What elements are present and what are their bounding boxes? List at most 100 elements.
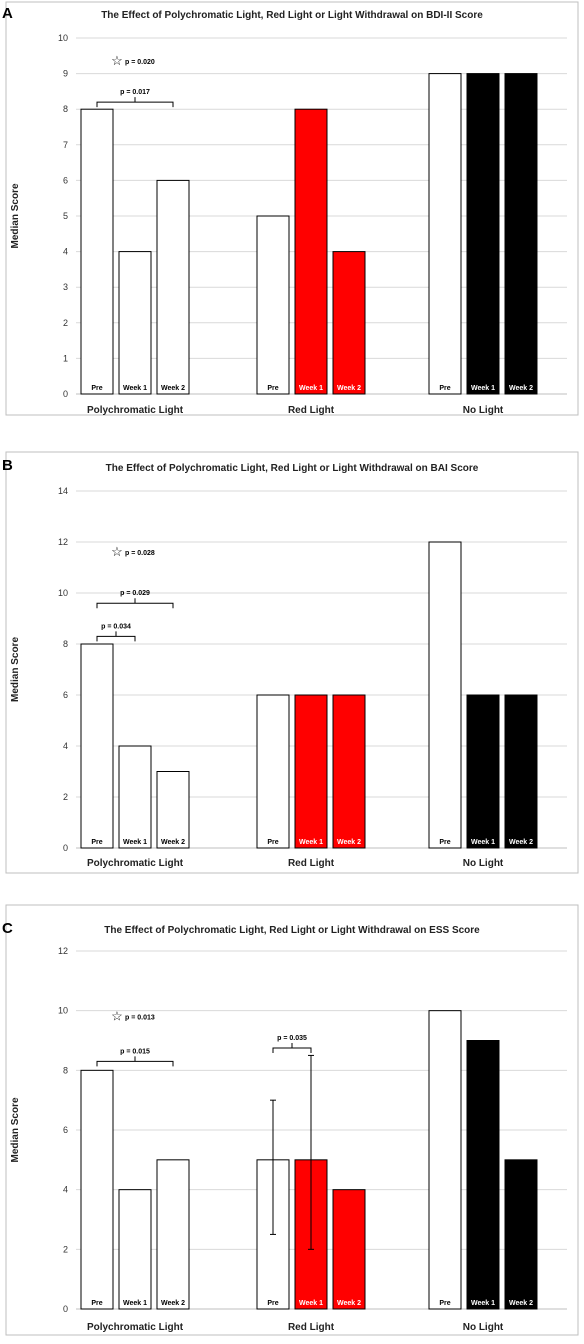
bar [428, 73, 462, 395]
bar-label: Pre [439, 1300, 450, 1307]
bar-label: Week 1 [299, 385, 323, 392]
bar [294, 694, 328, 849]
panel-border [5, 1, 579, 416]
panel-letter: C [2, 920, 13, 937]
bracket-p-value: p = 0.015 [120, 1048, 150, 1055]
y-tick-label: 0 [63, 843, 68, 853]
y-tick-label: 2 [63, 318, 68, 328]
bar [156, 1159, 190, 1310]
group-label: Polychromatic Light [87, 858, 184, 869]
y-tick-label: 4 [63, 1185, 68, 1195]
bar [80, 108, 114, 395]
bar-label: Pre [267, 1300, 278, 1307]
y-tick-label: 0 [63, 389, 68, 399]
y-tick-label: 14 [58, 486, 68, 496]
bar-label: Week 2 [337, 385, 361, 392]
bar [332, 251, 366, 395]
bar-label: Week 2 [509, 385, 533, 392]
bar-label: Pre [439, 385, 450, 392]
y-tick-label: 8 [63, 639, 68, 649]
significance-bracket [96, 598, 174, 609]
y-tick-label: 6 [63, 1125, 68, 1135]
bar-label: Pre [439, 839, 450, 846]
y-tick-label: 6 [63, 690, 68, 700]
y-tick-label: 2 [63, 1244, 68, 1254]
y-tick-label: 12 [58, 946, 68, 956]
star-icon: ☆ [111, 1009, 123, 1024]
bar [466, 694, 500, 849]
bar [332, 694, 366, 849]
group-label: Red Light [288, 1322, 335, 1333]
significance-bracket [272, 1042, 312, 1053]
significance-bracket [96, 1056, 174, 1067]
bar [156, 771, 190, 849]
bracket-p-value: p = 0.034 [101, 623, 131, 630]
bar-label: Week 1 [299, 1300, 323, 1307]
star-icon: ☆ [111, 53, 123, 68]
chart-panel-a: A The Effect of Polychromatic Light, Red … [2, 1, 579, 416]
bar-label: Pre [91, 839, 102, 846]
group-label: Red Light [288, 858, 335, 869]
y-tick-label: 2 [63, 792, 68, 802]
bar-label: Week 2 [161, 385, 185, 392]
panel-letter: A [2, 5, 13, 22]
bar [156, 179, 190, 395]
bracket-p-value: p = 0.035 [277, 1035, 307, 1042]
bar [118, 251, 152, 395]
y-tick-label: 10 [58, 1006, 68, 1016]
significance-bracket [96, 631, 136, 642]
bar-label: Week 2 [509, 1300, 533, 1307]
y-tick-label: 12 [58, 537, 68, 547]
y-axis-label: Median Score [10, 183, 21, 248]
bar [80, 1069, 114, 1310]
bar-label: Pre [91, 385, 102, 392]
y-tick-label: 1 [63, 353, 68, 363]
y-tick-label: 5 [63, 211, 68, 221]
star-p-value: p = 0.013 [125, 1015, 155, 1022]
bar [466, 73, 500, 395]
bar [332, 1189, 366, 1310]
chart-panel-c: C The Effect of Polychromatic Light, Red … [2, 904, 579, 1336]
bar-label: Week 2 [161, 1300, 185, 1307]
bar-label: Week 1 [299, 839, 323, 846]
star-icon: ☆ [111, 544, 123, 559]
bar-label: Week 1 [471, 839, 495, 846]
bar-label: Pre [267, 385, 278, 392]
panel-border [5, 904, 579, 1336]
chart-panel-b: B The Effect of Polychromatic Light, Red … [2, 451, 579, 874]
y-tick-label: 3 [63, 282, 68, 292]
bar-label: Week 1 [471, 1300, 495, 1307]
group-label: No Light [463, 858, 504, 869]
bar [504, 694, 538, 849]
bar-label: Week 1 [471, 385, 495, 392]
bar [504, 1159, 538, 1310]
bracket-p-value: p = 0.017 [120, 89, 150, 96]
group-label: No Light [463, 1322, 504, 1333]
bar [428, 541, 462, 849]
star-p-value: p = 0.028 [125, 550, 155, 557]
bar [80, 643, 114, 849]
chart-title: The Effect of Polychromatic Light, Red L… [104, 925, 480, 936]
bar-label: Pre [91, 1300, 102, 1307]
bracket-p-value: p = 0.029 [120, 590, 150, 597]
y-tick-label: 0 [63, 1304, 68, 1314]
chart-title: The Effect of Polychromatic Light, Red L… [106, 463, 479, 474]
bar-label: Week 1 [123, 385, 147, 392]
bar-label: Week 2 [161, 839, 185, 846]
y-tick-label: 6 [63, 175, 68, 185]
y-tick-label: 4 [63, 247, 68, 257]
panel-border [5, 451, 579, 874]
group-label: Polychromatic Light [87, 1322, 184, 1333]
y-tick-label: 9 [63, 69, 68, 79]
bar-label: Week 2 [509, 839, 533, 846]
bar-label: Week 1 [123, 839, 147, 846]
significance-bracket [96, 97, 174, 108]
y-tick-label: 10 [58, 33, 68, 43]
star-p-value: p = 0.020 [125, 59, 155, 66]
bar [504, 73, 538, 395]
y-tick-label: 10 [58, 588, 68, 598]
bar-label: Week 2 [337, 1300, 361, 1307]
bar [256, 215, 290, 395]
